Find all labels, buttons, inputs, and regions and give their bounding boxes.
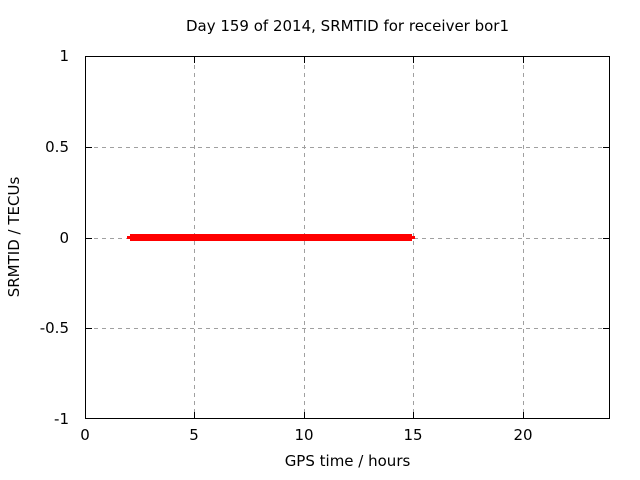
chart-title: Day 159 of 2014, SRMTID for receiver bor… [185, 17, 510, 35]
x-tick-mark-top [194, 57, 195, 63]
y-tick-label: -1 [54, 410, 69, 428]
x-tick-mark-bottom [413, 412, 414, 418]
y-gridline [86, 147, 609, 148]
x-gridline [523, 57, 524, 418]
x-tick-mark-bottom [304, 412, 305, 418]
x-tick-mark-top [523, 57, 524, 63]
x-tick-mark-bottom [523, 412, 524, 418]
y-tick-label: 0 [59, 229, 69, 247]
x-tick-mark-bottom [194, 412, 195, 418]
y-tick-label: 1 [59, 47, 69, 65]
y-tick-mark-right [603, 238, 609, 239]
x-tick-mark-top [304, 57, 305, 63]
y-tick-label: -0.5 [39, 319, 69, 337]
x-tick-label: 0 [80, 426, 90, 444]
x-tick-label: 10 [294, 426, 314, 444]
y-tick-mark-left [86, 328, 92, 329]
y-tick-mark-left [86, 147, 92, 148]
x-tick-label: 20 [513, 426, 533, 444]
y-tick-mark-left [86, 238, 92, 239]
series-points-band [130, 234, 412, 241]
x-tick-mark-top [413, 57, 414, 63]
y-tick-mark-right [603, 147, 609, 148]
y-tick-label: 0.5 [45, 138, 69, 156]
y-tick-mark-right [603, 328, 609, 329]
x-tick-label: 5 [189, 426, 199, 444]
x-tick-label: 15 [403, 426, 423, 444]
x-axis-label: GPS time / hours [284, 452, 411, 470]
y-gridline [86, 328, 609, 329]
